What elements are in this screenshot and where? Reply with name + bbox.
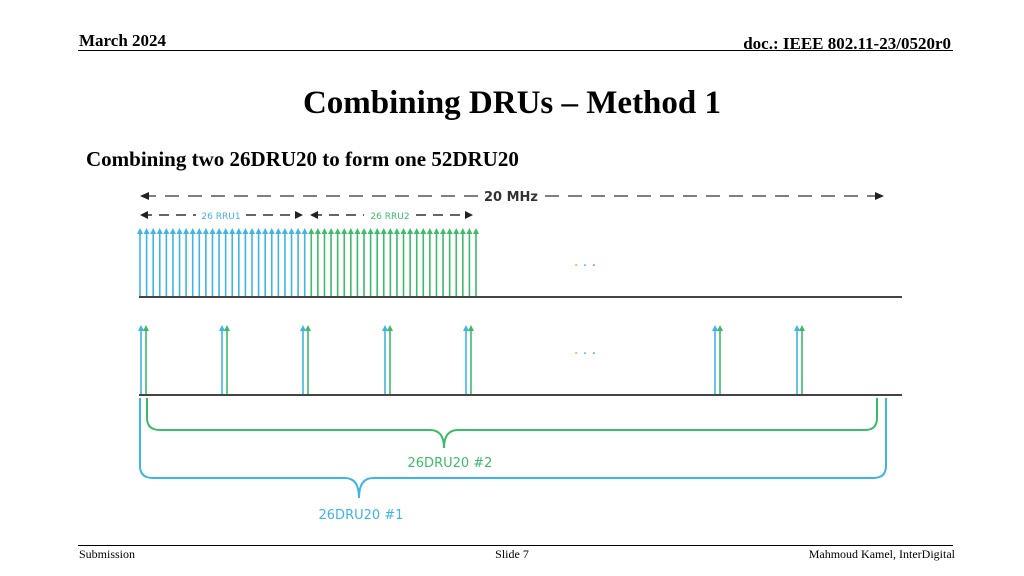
dru1-tone-arrow <box>712 325 718 395</box>
rru2-tone-arrow <box>400 228 407 297</box>
rru1-tone-arrow <box>255 228 262 297</box>
dru-tone-group <box>138 325 805 395</box>
dru2-tone-arrow <box>143 325 149 395</box>
rru1-tone-arrow <box>163 228 170 297</box>
rru2-span-arrow: 26 RRU2 <box>310 211 473 222</box>
dru2-tone-arrow <box>717 325 723 395</box>
rru1-tone-arrow <box>143 228 150 297</box>
rru2-tone-arrow <box>459 228 466 297</box>
rru1-tone-arrow <box>229 228 236 297</box>
rru2-tone-arrow <box>466 228 473 297</box>
rru1-tone-arrow <box>235 228 242 297</box>
rru1-tone-arrow <box>169 228 176 297</box>
rru2-tone-arrow <box>314 228 321 297</box>
rru2-tone-arrow <box>308 228 315 297</box>
dru1-tone-arrow <box>300 325 306 395</box>
slide-subtitle: Combining two 26DRU20 to form one 52DRU2… <box>86 147 519 171</box>
header-divider <box>78 50 953 51</box>
rru1-label: 26 RRU1 <box>201 212 240 222</box>
bracket-inner-label: 26DRU20 #2 <box>408 456 493 471</box>
rru1-tone-arrow <box>268 228 275 297</box>
rru1-tone-arrow <box>281 228 288 297</box>
rru1-tone-arrow <box>301 228 308 297</box>
rru1-tone-arrow <box>202 228 209 297</box>
footer-slide-number: Slide 7 <box>495 547 529 561</box>
dru1-tone-arrow <box>138 325 144 395</box>
rru-ellipsis: · · · <box>574 258 596 274</box>
bracket-outer-label: 26DRU20 #1 <box>319 508 404 523</box>
rru2-tone-arrow <box>374 228 381 297</box>
rru2-tone-arrow <box>433 228 440 297</box>
rru2-tone-arrow <box>361 228 367 297</box>
bandwidth-label: 20 MHz <box>484 190 538 205</box>
rru2-tone-arrow <box>347 228 354 297</box>
dru1-tone-arrow <box>794 325 800 395</box>
header-date: March 2024 <box>79 31 167 50</box>
dru1-tone-arrow <box>463 325 469 395</box>
footer-submission: Submission <box>79 547 136 561</box>
dru1-tone-arrow <box>382 325 388 395</box>
rru2-tone-arrow <box>328 228 335 297</box>
dru1-tone-arrow <box>219 325 225 395</box>
rru2-tone-arrow <box>426 228 433 297</box>
rru2-tone-arrow <box>393 228 400 297</box>
dru2-tone-arrow <box>387 325 393 395</box>
bracket-outer <box>139 398 887 499</box>
rru1-tone-arrow <box>249 228 255 297</box>
rru1-tone-arrow <box>288 228 295 297</box>
rru1-tone-arrow <box>216 228 223 297</box>
rru1-tone-arrow <box>295 228 302 297</box>
footer-author: Mahmoud Kamel, InterDigital <box>808 547 955 561</box>
rru1-tone-arrow <box>196 228 203 297</box>
dru2-tone-arrow <box>224 325 230 395</box>
slide-title: Combining DRUs – Method 1 <box>302 85 722 121</box>
dru-ellipsis: · · · <box>574 346 596 362</box>
rru2-tone-arrow <box>354 228 361 297</box>
rru-tone-group <box>137 228 479 297</box>
rru2-tone-arrow <box>380 228 387 297</box>
footer-divider <box>78 545 953 546</box>
rru1-tone-arrow <box>262 228 269 297</box>
rru2-tone-arrow <box>321 228 328 297</box>
bandwidth-span-arrow: 20 MHz <box>140 190 884 205</box>
dru2-tone-arrow <box>799 325 805 395</box>
bracket-inner <box>146 398 878 449</box>
rru2-tone-arrow <box>420 228 427 297</box>
rru2-tone-arrow <box>334 228 341 297</box>
dru2-tone-arrow <box>468 325 474 395</box>
rru1-tone-arrow <box>242 228 249 297</box>
rru1-tone-arrow <box>156 228 163 297</box>
rru2-tone-arrow <box>387 228 394 297</box>
rru2-tone-arrow <box>440 228 447 297</box>
rru1-tone-arrow <box>275 228 282 297</box>
dru2-tone-arrow <box>305 325 311 395</box>
rru1-tone-arrow <box>209 228 216 297</box>
rru1-tone-arrow <box>189 228 196 297</box>
rru1-tone-arrow <box>222 228 229 297</box>
rru1-span-arrow: 26 RRU1 <box>140 211 303 222</box>
rru2-tone-arrow <box>407 228 414 297</box>
rru2-tone-arrow <box>413 228 420 297</box>
rru2-tone-arrow <box>453 228 460 297</box>
rru2-tone-arrow <box>367 228 374 297</box>
header-doc-id: doc.: IEEE 802.11-23/0520r0 <box>743 34 951 53</box>
rru1-tone-arrow <box>150 228 157 297</box>
rru2-tone-arrow <box>446 228 453 297</box>
rru1-tone-arrow <box>176 228 183 297</box>
rru2-label: 26 RRU2 <box>370 212 409 222</box>
rru1-tone-arrow <box>137 228 143 297</box>
rru1-tone-arrow <box>183 228 190 297</box>
rru2-tone-arrow <box>473 228 479 297</box>
rru2-tone-arrow <box>341 228 348 297</box>
